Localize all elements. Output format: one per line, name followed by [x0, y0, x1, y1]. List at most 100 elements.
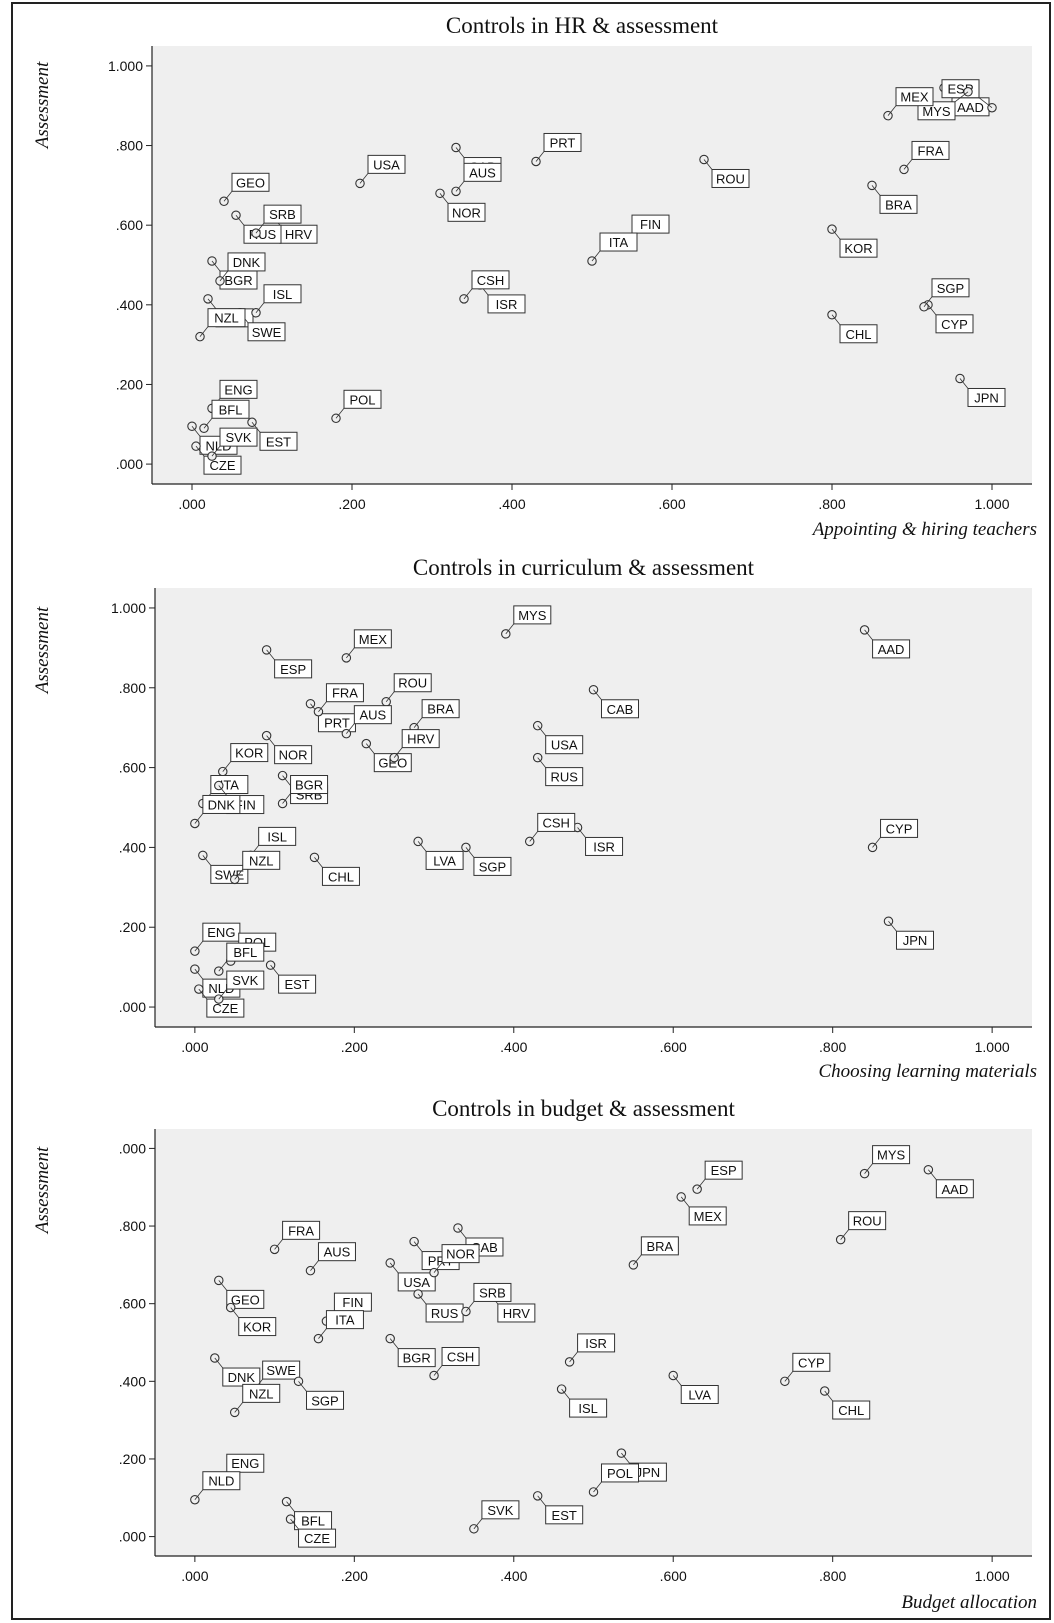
label-box	[222, 1367, 261, 1387]
label-box	[298, 1528, 337, 1548]
label-leader	[194, 940, 204, 952]
data-point-est: EST	[247, 417, 298, 451]
data-point-sgp: SGP	[293, 1376, 345, 1410]
x-tick-label: .800	[819, 1568, 846, 1584]
label-leader	[282, 793, 291, 804]
point-label: AUS	[469, 165, 496, 180]
data-point-isl: ISL	[251, 284, 302, 318]
label-leader	[864, 629, 873, 641]
label-box	[262, 1360, 301, 1380]
label-box	[282, 1220, 321, 1240]
point-label: ROU	[398, 676, 427, 691]
label-box	[325, 1310, 364, 1330]
label-box	[441, 1346, 480, 1366]
x-tick-label: .200	[338, 496, 365, 512]
label-box	[231, 172, 270, 192]
point-label: GEO	[378, 756, 407, 771]
label-leader	[959, 378, 969, 389]
point-label: ENG	[224, 382, 252, 397]
label-box	[258, 826, 297, 846]
data-point-bgr: BGR	[207, 256, 258, 290]
point-label: ISL	[273, 287, 293, 302]
data-point-bfl: BFL	[199, 399, 250, 434]
label-box	[274, 745, 313, 765]
data-point-fra: FRA	[269, 1220, 321, 1255]
point-label: POL	[349, 392, 375, 407]
label-box	[513, 605, 552, 625]
point-label: CHL	[328, 869, 354, 884]
point-label: HRV	[285, 227, 313, 242]
point-label: CSH	[447, 1349, 474, 1364]
label-leader	[928, 1169, 937, 1181]
point-marker	[269, 1244, 280, 1255]
data-point-isl: ISL	[556, 1384, 608, 1418]
label-leader	[270, 964, 279, 976]
data-point-bfl: BFL	[281, 1496, 333, 1531]
x-tick-label: .000	[181, 1039, 208, 1055]
label-leader	[413, 1241, 423, 1252]
label-box	[895, 930, 934, 950]
point-label: SWE	[266, 1363, 296, 1378]
point-label: CSH	[542, 815, 569, 830]
label-leader	[872, 837, 881, 848]
point-marker	[305, 1265, 316, 1276]
y-axis-label: Assessment	[32, 1146, 53, 1235]
label-box	[463, 162, 502, 182]
label-box	[711, 168, 750, 188]
point-label: SGP	[479, 859, 506, 874]
y-axis-label: Assessment	[32, 606, 53, 695]
point-label: MYS	[922, 104, 951, 119]
label-box	[325, 683, 364, 703]
data-point-mex: MEX	[341, 629, 392, 663]
point-marker	[827, 310, 837, 320]
x-tick-label: .200	[341, 1039, 368, 1055]
label-leader	[903, 159, 913, 170]
point-label: JPN	[974, 390, 999, 405]
point-label: EST	[552, 1508, 577, 1523]
y-axis-label: Assessment	[32, 61, 53, 150]
label-box	[640, 1236, 679, 1256]
point-label: ISL	[267, 829, 287, 844]
data-point-chl: CHL	[819, 1386, 871, 1420]
point-marker	[883, 110, 893, 121]
point-label: KOR	[243, 1320, 271, 1335]
data-point-nor: NOR	[429, 1244, 480, 1278]
data-point-nld: NLD	[190, 1471, 241, 1505]
data-point-isr: ISR	[572, 822, 624, 856]
data-point-fra: FRA	[313, 683, 364, 717]
data-point-aad: AAD	[859, 625, 911, 659]
data-point-svk: SVK	[207, 427, 258, 461]
data-point-nzl: NZL	[195, 308, 246, 342]
x-tick-label: .400	[498, 496, 525, 512]
label-leader	[219, 270, 229, 282]
point-label: FRA	[288, 1223, 314, 1238]
label-box	[397, 1348, 436, 1368]
label-box	[230, 743, 269, 763]
label-box	[599, 232, 638, 252]
point-marker	[229, 1407, 240, 1418]
data-point-dnk: DNK	[190, 794, 241, 829]
label-box	[259, 431, 298, 451]
label-box	[545, 735, 584, 755]
y-tick-label: .000	[116, 456, 143, 472]
point-label: SGP	[311, 1393, 338, 1408]
data-point-hrv: HRV	[389, 729, 440, 763]
panel-2: Controls in curriculum & assessment Asses…	[32, 555, 1037, 1082]
y-tick-label: .800	[119, 680, 146, 696]
data-point-pol: POL	[331, 389, 382, 424]
y-tick-label: .600	[116, 217, 143, 233]
point-label: GEO	[231, 1292, 260, 1307]
label-box	[704, 1160, 743, 1180]
label-box	[290, 775, 329, 795]
label-leader	[314, 857, 323, 868]
label-leader	[251, 422, 261, 433]
data-point-fin: FIN	[321, 1292, 372, 1326]
point-marker	[309, 852, 320, 863]
point-label: SRB	[479, 1285, 506, 1300]
point-label: MYS	[877, 1148, 906, 1163]
label-leader	[359, 173, 369, 184]
label-leader	[455, 147, 465, 158]
label-box	[545, 767, 584, 787]
x-tick-label: .600	[658, 496, 685, 512]
label-box	[931, 278, 970, 298]
